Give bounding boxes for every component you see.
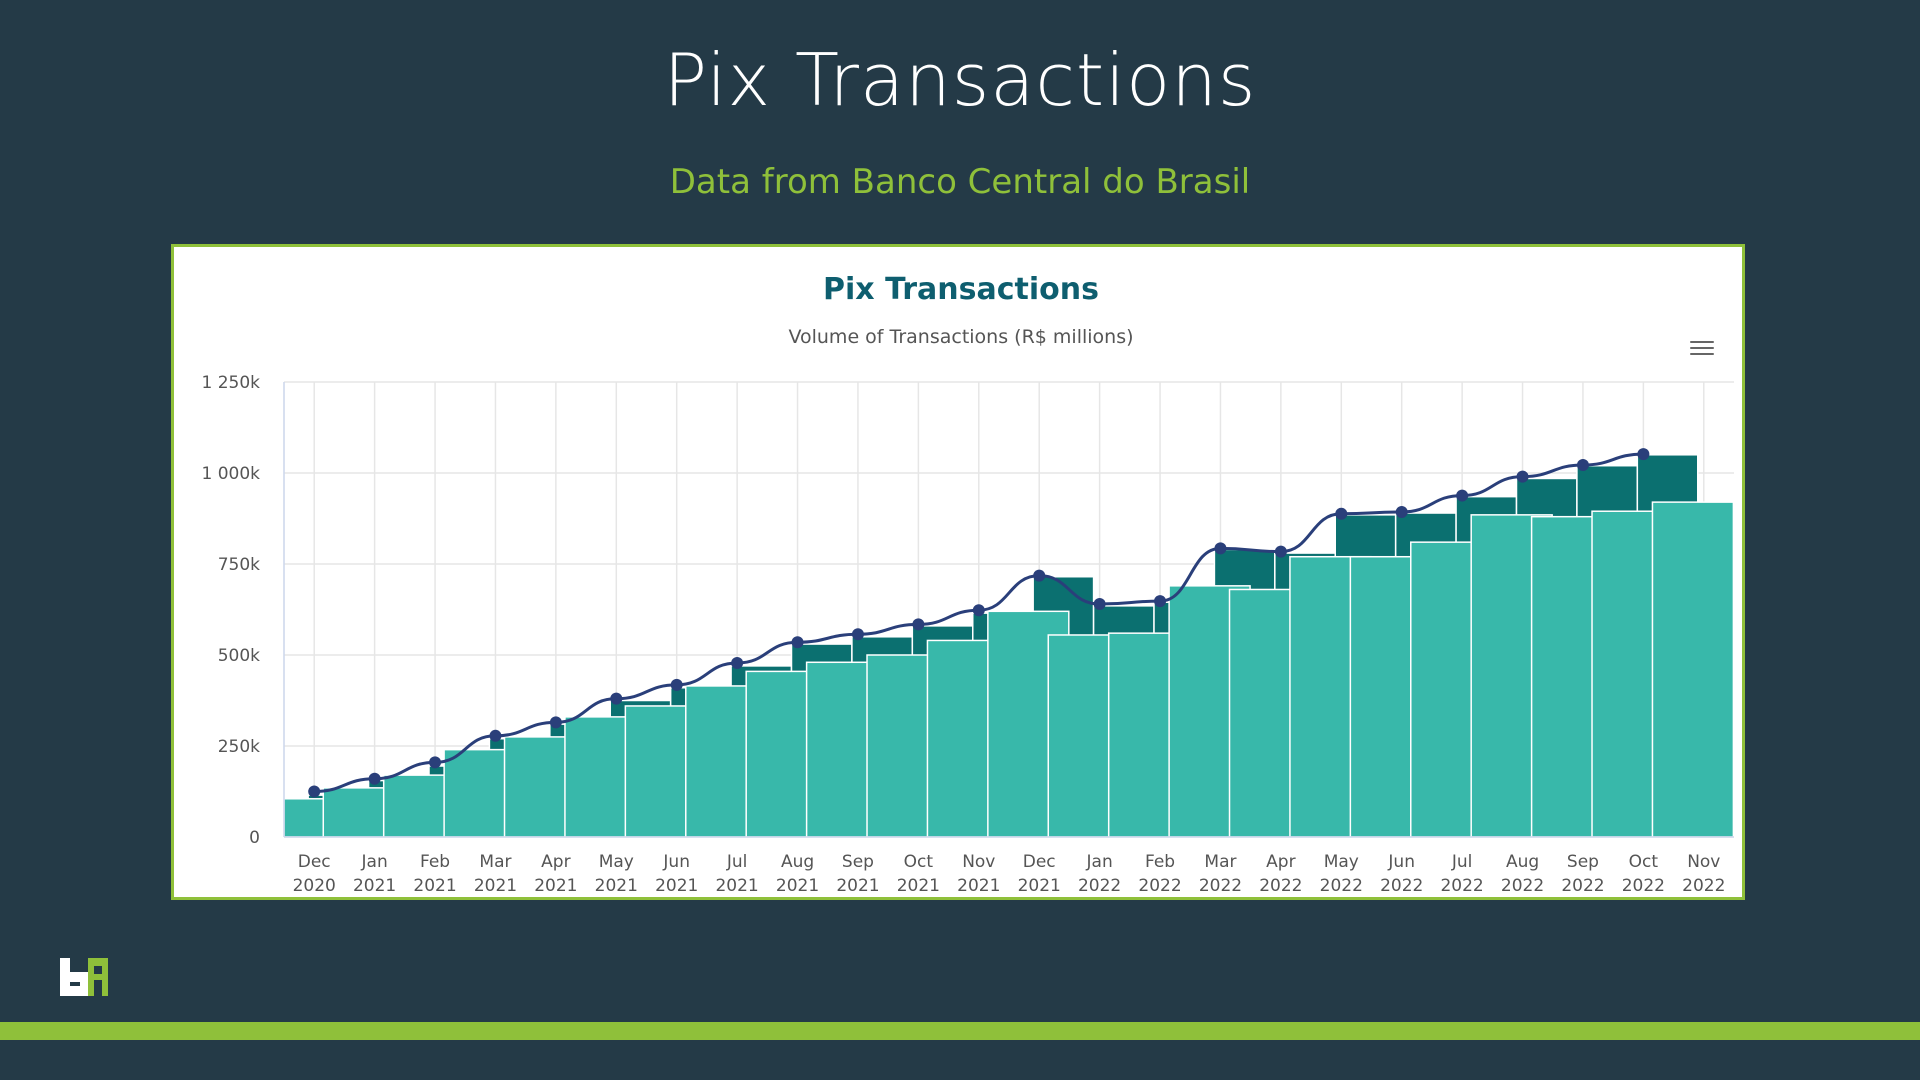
x-tick-label-year: 2022	[1440, 876, 1483, 896]
x-tick-label-month: Nov	[1687, 852, 1720, 872]
x-tick-label-year: 2022	[1320, 876, 1363, 896]
y-tick-label: 1 250k	[201, 373, 260, 393]
x-tick-label-year: 2021	[776, 876, 819, 896]
slide-subtitle: Data from Banco Central do Brasil	[669, 162, 1251, 202]
brand-logo-icon	[60, 958, 108, 996]
x-tick-label-year: 2021	[897, 876, 940, 896]
x-tick-label-month: Sep	[1567, 852, 1599, 872]
x-tick-label-year: 2021	[413, 876, 456, 896]
x-tick-label-month: Nov	[962, 852, 995, 872]
x-tick-label-month: Sep	[842, 852, 874, 872]
chart-title: Pix Transactions	[823, 272, 1099, 307]
chart-container: 0 250k 500k 750k 1 000k 1 250k Dec 2020 Jan 2021 F…	[171, 244, 1745, 900]
x-tick-label-month: Dec	[298, 852, 331, 872]
x-tick-label-month: Apr	[541, 852, 570, 872]
bar-light	[1651, 501, 1735, 838]
trend-point	[1576, 458, 1589, 471]
x-tick-label-year: 2022	[1380, 876, 1423, 896]
x-tick-label-month: Jan	[1086, 852, 1113, 872]
trend-point	[610, 692, 623, 705]
footer-accent-bar	[0, 1022, 1920, 1040]
trend-point	[1637, 448, 1650, 461]
x-tick-label-year: 2022	[1682, 876, 1725, 896]
trend-point	[1093, 598, 1106, 611]
slide-title: Pix Transactions	[663, 38, 1257, 122]
x-tick-label-month: Apr	[1266, 852, 1295, 872]
trend-point	[368, 772, 381, 785]
y-tick-label: 750k	[218, 555, 260, 575]
x-tick-label-year: 2022	[1501, 876, 1544, 896]
x-tick-label-month: Oct	[904, 852, 934, 872]
hamburger-menu-icon[interactable]	[1690, 337, 1714, 357]
y-tick-label: 0	[249, 828, 260, 848]
trend-point	[1274, 545, 1287, 558]
x-tick-label-year: 2021	[655, 876, 698, 896]
x-tick-label-year: 2021	[353, 876, 396, 896]
x-tick-label-year: 2022	[1622, 876, 1665, 896]
trend-point	[912, 618, 925, 631]
y-tick-label: 250k	[218, 737, 260, 757]
x-tick-label-month: Jul	[726, 852, 748, 872]
x-tick-label-month: Aug	[1506, 852, 1539, 872]
x-tick-label-year: 2022	[1138, 876, 1181, 896]
trend-point	[1335, 507, 1348, 520]
x-tick-label-month: Jul	[1451, 852, 1473, 872]
trend-point	[1214, 542, 1227, 555]
trend-point	[972, 604, 985, 617]
trend-point	[308, 785, 321, 798]
x-tick-label-year: 2022	[1259, 876, 1302, 896]
x-tick-label-month: Jun	[1387, 852, 1415, 872]
x-tick-label-year: 2021	[836, 876, 879, 896]
x-tick-label-year: 2021	[474, 876, 517, 896]
x-tick-label-month: Mar	[1204, 852, 1236, 872]
trend-point	[1456, 489, 1469, 502]
x-tick-label-month: Jun	[662, 852, 690, 872]
x-tick-label-year: 2021	[957, 876, 1000, 896]
bars-light-series	[283, 501, 1735, 838]
pix-chart: 0 250k 500k 750k 1 000k 1 250k Dec 2020 Jan 2021 F…	[201, 272, 1735, 896]
trend-point	[549, 716, 562, 729]
chart-subtitle: Volume of Transactions (R$ millions)	[788, 326, 1133, 348]
y-tick-label: 500k	[218, 646, 260, 666]
trend-point	[1516, 470, 1529, 483]
x-tick-label-month: Jan	[361, 852, 388, 872]
y-tick-label: 1 000k	[201, 464, 260, 484]
x-tick-label-month: Feb	[420, 852, 450, 872]
trend-point	[1395, 505, 1408, 518]
x-tick-label-year: 2020	[293, 876, 336, 896]
trend-line-series	[308, 448, 1650, 798]
x-tick-label-month: Oct	[1629, 852, 1659, 872]
trend-point	[670, 678, 683, 691]
x-tick-label-year: 2022	[1078, 876, 1121, 896]
x-tick-label-year: 2021	[534, 876, 577, 896]
trend-point	[1033, 569, 1046, 582]
x-tick-label-year: 2022	[1561, 876, 1604, 896]
x-tick-label-month: May	[599, 852, 634, 872]
x-tick-label-month: Aug	[781, 852, 814, 872]
x-tick-label-month: May	[1324, 852, 1359, 872]
x-tick-label-month: Dec	[1023, 852, 1056, 872]
x-tick-label-month: Mar	[479, 852, 511, 872]
x-tick-label-year: 2021	[715, 876, 758, 896]
trend-point	[489, 729, 502, 742]
axes: 0 250k 500k 750k 1 000k 1 250k Dec 2020 Jan 2021 F…	[201, 373, 1734, 896]
trend-point	[1154, 595, 1167, 608]
trend-point	[731, 657, 744, 670]
x-tick-label-year: 2022	[1199, 876, 1242, 896]
trend-point	[851, 628, 864, 641]
trend-point	[429, 756, 442, 769]
trend-point	[791, 636, 804, 649]
x-tick-label-year: 2021	[595, 876, 638, 896]
x-tick-label-month: Feb	[1145, 852, 1175, 872]
x-tick-label-year: 2021	[1018, 876, 1061, 896]
